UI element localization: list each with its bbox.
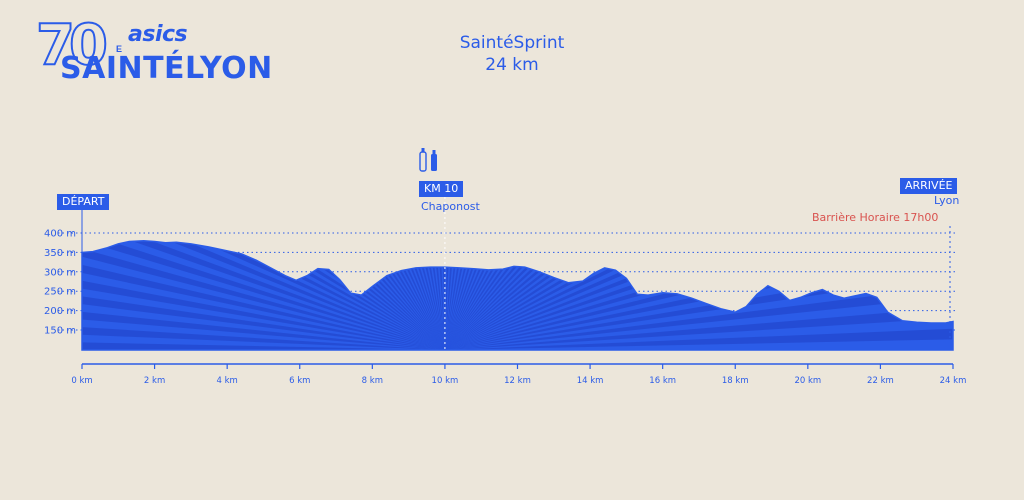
area-stripe [82, 306, 445, 350]
x-tick-label: 16 km [649, 376, 676, 386]
area-stripe [444, 320, 953, 350]
area-stripe [444, 240, 953, 350]
x-tick-label: 0 km [71, 376, 92, 386]
x-tick-label: 12 km [504, 376, 531, 386]
x-tick-label: 24 km [940, 376, 967, 386]
chart-title-block: SaintéSprint 24 km [412, 32, 612, 76]
x-tick-label: 8 km [362, 376, 383, 386]
x-tick-label: 14 km [577, 376, 604, 386]
finish-place: Lyon [934, 194, 960, 207]
y-tick-label: 150 m [44, 326, 76, 337]
area-stripe [444, 240, 953, 350]
logo-wordmark: SAINTÉLYON [60, 51, 273, 86]
y-tick-label: 400 m [44, 229, 76, 240]
water-bottle-icon [419, 148, 437, 172]
checkpoint-place: Chaponost [421, 200, 480, 213]
x-tick-label: 6 km [289, 376, 310, 386]
race-distance: 24 km [485, 55, 539, 75]
area-stripe [82, 240, 445, 350]
x-tick-label: 2 km [144, 376, 165, 386]
start-label: DÉPART [57, 194, 110, 210]
cutoff-time: Barrière Horaire 17h00 [812, 211, 939, 224]
area-stripe [444, 240, 953, 350]
x-tick-label: 22 km [867, 376, 894, 386]
y-tick-label: 300 m [44, 267, 76, 278]
x-tick-label: 18 km [722, 376, 749, 386]
area-stripe [82, 240, 445, 350]
x-tick-label: 20 km [794, 376, 821, 386]
y-tick-label: 200 m [44, 306, 76, 317]
area-stripe [82, 240, 445, 350]
area-stripe [444, 240, 953, 350]
elevation-line [81, 240, 954, 351]
finish-label: ARRIVÉE [900, 178, 958, 194]
asics-logo: asics [128, 22, 188, 47]
y-tick-label: 350 m [44, 248, 76, 259]
area-stripe [82, 276, 445, 350]
area-stripe [82, 240, 445, 350]
area-stripe [82, 240, 445, 350]
checkpoint-label: KM 10 [419, 181, 464, 197]
y-tick-label: 250 m [44, 287, 76, 298]
area-stripe [444, 240, 953, 350]
logo-superscript: E [116, 44, 123, 54]
area-stripe [82, 247, 445, 350]
area-stripe [444, 291, 953, 350]
x-tick-label: 10 km [432, 376, 459, 386]
logo-number: 70 [35, 13, 109, 78]
race-name: SaintéSprint [459, 33, 565, 53]
area-stripe [444, 262, 953, 350]
area-stripe [82, 335, 445, 350]
x-tick-label: 4 km [217, 376, 238, 386]
